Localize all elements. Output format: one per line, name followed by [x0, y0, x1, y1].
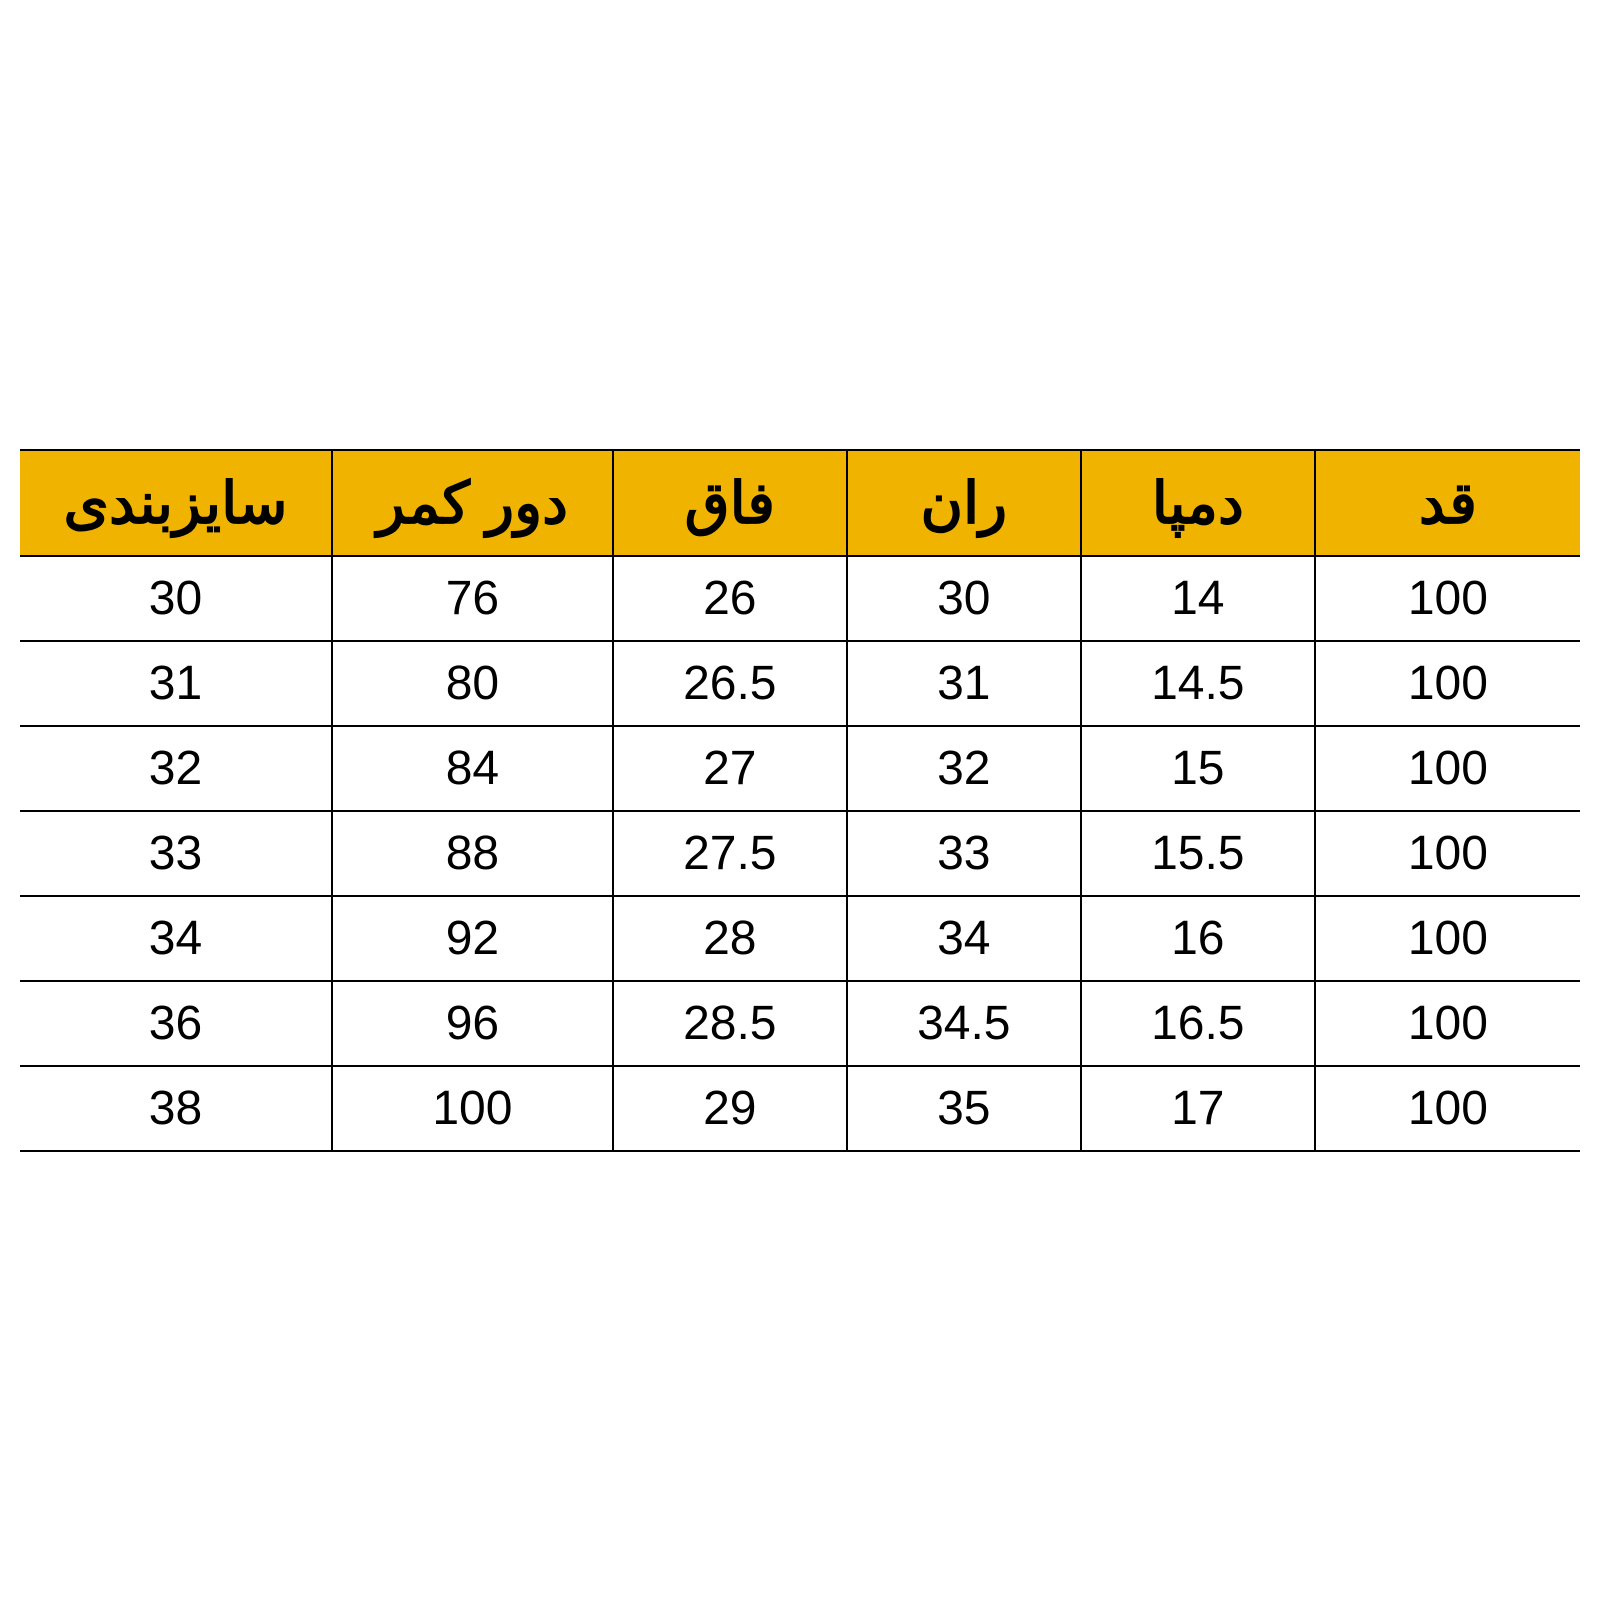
cell-thigh: 31 [847, 641, 1081, 726]
table-row: 33 88 27.5 33 15.5 100 [20, 811, 1580, 896]
cell-thigh: 35 [847, 1066, 1081, 1151]
cell-hem: 16.5 [1081, 981, 1315, 1066]
cell-waist: 92 [332, 896, 613, 981]
cell-length: 100 [1315, 1066, 1580, 1151]
cell-waist: 88 [332, 811, 613, 896]
header-length: قد [1315, 450, 1580, 556]
cell-rise: 28 [613, 896, 847, 981]
table-row: 31 80 26.5 31 14.5 100 [20, 641, 1580, 726]
size-chart-container: سایزبندی دور کمر فاق ران دمپا قد 30 76 2… [20, 449, 1580, 1152]
cell-length: 100 [1315, 811, 1580, 896]
cell-waist: 84 [332, 726, 613, 811]
table-row: 34 92 28 34 16 100 [20, 896, 1580, 981]
cell-hem: 17 [1081, 1066, 1315, 1151]
cell-rise: 29 [613, 1066, 847, 1151]
cell-length: 100 [1315, 556, 1580, 641]
cell-size: 34 [20, 896, 332, 981]
cell-size: 36 [20, 981, 332, 1066]
cell-size: 32 [20, 726, 332, 811]
cell-waist: 96 [332, 981, 613, 1066]
cell-size: 38 [20, 1066, 332, 1151]
header-waist: دور کمر [332, 450, 613, 556]
cell-rise: 27 [613, 726, 847, 811]
table-header-row: سایزبندی دور کمر فاق ران دمپا قد [20, 450, 1580, 556]
cell-rise: 26 [613, 556, 847, 641]
cell-size: 30 [20, 556, 332, 641]
header-thigh: ران [847, 450, 1081, 556]
cell-rise: 28.5 [613, 981, 847, 1066]
cell-thigh: 34 [847, 896, 1081, 981]
cell-hem: 15 [1081, 726, 1315, 811]
cell-size: 33 [20, 811, 332, 896]
cell-hem: 14.5 [1081, 641, 1315, 726]
cell-hem: 14 [1081, 556, 1315, 641]
table-body: 30 76 26 30 14 100 31 80 26.5 31 14.5 10… [20, 556, 1580, 1151]
cell-rise: 27.5 [613, 811, 847, 896]
header-size: سایزبندی [20, 450, 332, 556]
header-rise: فاق [613, 450, 847, 556]
cell-length: 100 [1315, 981, 1580, 1066]
cell-size: 31 [20, 641, 332, 726]
cell-rise: 26.5 [613, 641, 847, 726]
cell-waist: 76 [332, 556, 613, 641]
cell-thigh: 30 [847, 556, 1081, 641]
cell-length: 100 [1315, 726, 1580, 811]
size-chart-table: سایزبندی دور کمر فاق ران دمپا قد 30 76 2… [20, 449, 1580, 1152]
table-row: 32 84 27 32 15 100 [20, 726, 1580, 811]
cell-length: 100 [1315, 641, 1580, 726]
table-row: 30 76 26 30 14 100 [20, 556, 1580, 641]
table-row: 38 100 29 35 17 100 [20, 1066, 1580, 1151]
cell-thigh: 34.5 [847, 981, 1081, 1066]
header-hem: دمپا [1081, 450, 1315, 556]
cell-thigh: 32 [847, 726, 1081, 811]
cell-hem: 16 [1081, 896, 1315, 981]
cell-hem: 15.5 [1081, 811, 1315, 896]
cell-waist: 100 [332, 1066, 613, 1151]
table-row: 36 96 28.5 34.5 16.5 100 [20, 981, 1580, 1066]
cell-length: 100 [1315, 896, 1580, 981]
cell-thigh: 33 [847, 811, 1081, 896]
cell-waist: 80 [332, 641, 613, 726]
